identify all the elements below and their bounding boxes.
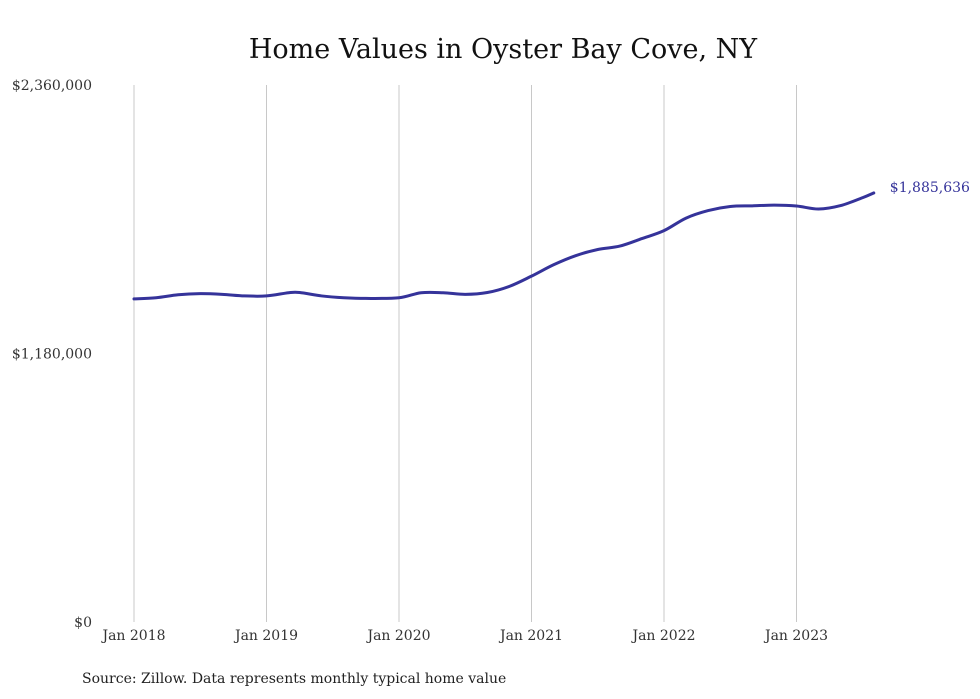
grid-layer — [133, 85, 797, 622]
x-tick-label: Jan 2020 — [365, 628, 430, 644]
x-tick-label: Jan 2018 — [100, 628, 165, 644]
x-tick-label: Jan 2019 — [233, 628, 298, 644]
y-tick-label: $2,360,000 — [12, 78, 92, 94]
series-line — [132, 191, 876, 301]
y-tick-label: $0 — [74, 615, 92, 631]
y-tick-label: $1,180,000 — [12, 347, 92, 363]
x-tick-label: Jan 2021 — [498, 628, 563, 644]
x-tick-label: Jan 2023 — [763, 628, 828, 644]
series-layer: $1,885,636 — [132, 180, 970, 301]
x-axis: Jan 2018 Jan 2019 Jan 2020 Jan 2021 Jan 2022… — [100, 628, 828, 644]
y-axis: $0 $1,180,000 $2,360,000 — [12, 78, 92, 631]
source-note: Source: Zillow. Data represents monthly … — [82, 671, 506, 687]
end-value-label: $1,885,636 — [890, 180, 970, 196]
chart-title: Home Values in Oyster Bay Cove, NY — [249, 34, 758, 65]
x-tick-label: Jan 2022 — [630, 628, 695, 644]
